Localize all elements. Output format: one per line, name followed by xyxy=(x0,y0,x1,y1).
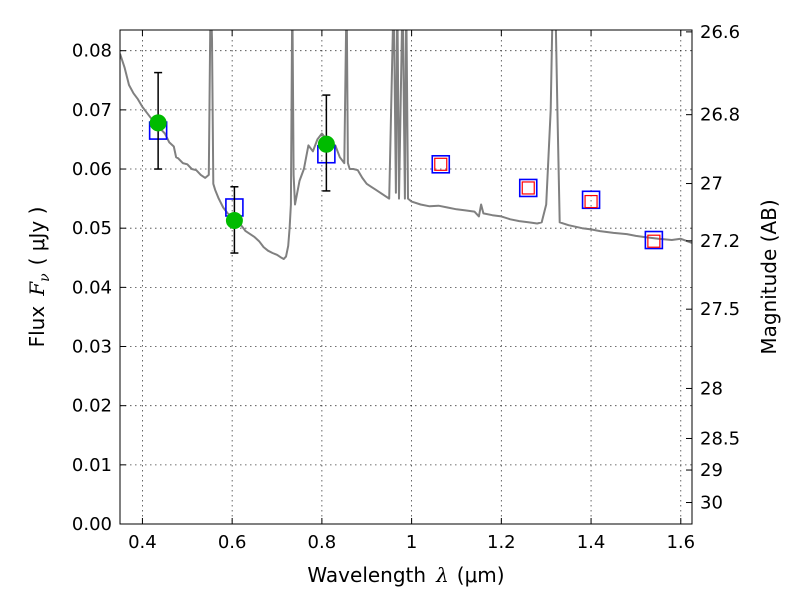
model-photometry-square xyxy=(518,178,538,198)
observed-flux-point xyxy=(317,135,335,153)
y-tick-label: 0.07 xyxy=(72,100,112,121)
model-limit-square xyxy=(647,234,661,248)
grid xyxy=(120,30,692,524)
x-tick-label: 0.4 xyxy=(128,532,157,553)
y2-tick-label: 28 xyxy=(700,378,723,399)
model-photometry-square xyxy=(431,154,451,174)
y-tick-label: 0.03 xyxy=(72,337,112,358)
model-photometry-square xyxy=(581,190,601,210)
y2-tick-label: 27.2 xyxy=(700,231,740,252)
y2-tick-label: 26.8 xyxy=(700,105,740,126)
y2-axis-label: Magnitude (AB) xyxy=(757,199,781,354)
y2-tick-label: 27.5 xyxy=(700,299,740,320)
y2-tick-label: 26.6 xyxy=(700,22,740,43)
plot-frame xyxy=(119,29,693,525)
x-tick-label: 1 xyxy=(406,532,417,553)
x-tick-label: 0.6 xyxy=(218,532,247,553)
model-limit-square xyxy=(584,194,598,209)
x-tick-label: 1.2 xyxy=(487,532,516,553)
y-tick-label: 0.05 xyxy=(72,218,112,239)
observed-flux-point xyxy=(225,212,243,230)
y2-tick-label: 29 xyxy=(700,460,723,481)
model-limit-square xyxy=(521,181,535,195)
y-tick-label: 0.00 xyxy=(72,514,112,535)
x-tick-label: 1.4 xyxy=(577,532,606,553)
y-tick-label: 0.06 xyxy=(72,159,112,180)
y2-tick-label: 28.5 xyxy=(700,428,740,449)
model-photometry-square xyxy=(644,230,664,250)
plot-area xyxy=(120,30,692,260)
y-axis-label: FluxFν( μJy ) xyxy=(25,207,53,348)
x-tick-label: 0.8 xyxy=(308,532,337,553)
model-limit-square xyxy=(434,157,448,171)
y-tick-label: 0.04 xyxy=(72,277,112,298)
y-tick-label: 0.01 xyxy=(72,455,112,476)
ticks: 0.4 0.6 0.8 1 1.2 1.4 1.6 0.00 0.01 0.02 0.03 0.04 0… xyxy=(72,22,740,553)
sed-line xyxy=(120,30,692,260)
y-tick-label: 0.08 xyxy=(72,41,112,62)
x-tick-label: 1.6 xyxy=(666,532,695,553)
x-axis-label: Wavelength λ (μm) xyxy=(307,563,504,587)
y2-tick-label: 27 xyxy=(700,174,723,195)
y2-tick-label: 30 xyxy=(700,493,723,514)
observed-flux-point xyxy=(149,114,167,132)
y-tick-label: 0.02 xyxy=(72,396,112,417)
